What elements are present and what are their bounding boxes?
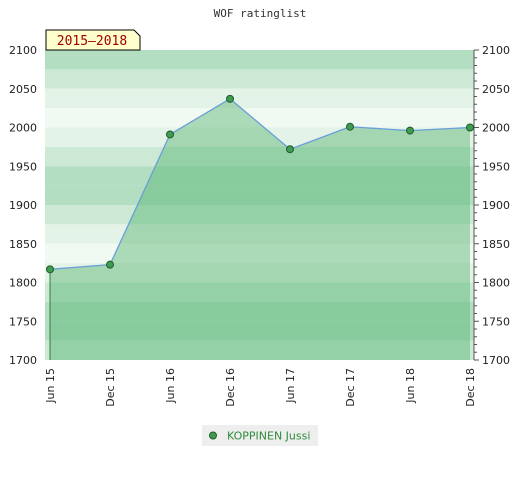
x-tick-label: Jun 17 xyxy=(284,368,297,404)
y-tick-label: 2000 xyxy=(482,122,510,135)
y-tick-label: 1950 xyxy=(9,160,37,173)
data-point xyxy=(406,126,414,135)
x-tick-label: Dec 18 xyxy=(464,368,477,407)
plot-band xyxy=(45,166,474,186)
y-tick-label: 1850 xyxy=(482,238,510,251)
period-badge: 2015–2018 xyxy=(45,29,141,51)
y-tick-label: 2100 xyxy=(482,44,510,57)
y-tick-label: 1850 xyxy=(9,238,37,251)
plot-band xyxy=(45,243,474,264)
y-tick-label: 2000 xyxy=(9,122,37,135)
y-tick-label: 2050 xyxy=(9,83,37,96)
x-axis-labels: Jun 15 Dec 15 Jun 16 Dec 16 Jun 17 Dec 17 Jun … xyxy=(44,368,477,407)
data-point xyxy=(286,145,294,154)
plot-band xyxy=(45,340,474,360)
y-tick-label: 1800 xyxy=(9,277,37,290)
x-tick-label: Jun 18 xyxy=(404,368,417,404)
y-tick-label: 1900 xyxy=(9,199,37,212)
plot-band xyxy=(45,50,474,70)
chart-title: WOF ratinglist xyxy=(214,7,307,20)
data-point xyxy=(226,94,234,103)
axes xyxy=(473,49,479,361)
series-line xyxy=(49,98,471,270)
series-area-fill xyxy=(50,98,470,360)
x-tick-label: Jun 16 xyxy=(164,368,177,404)
y-tick-label: 2050 xyxy=(482,83,510,96)
legend-marker xyxy=(209,431,217,440)
plot-band xyxy=(45,69,474,89)
plot-band xyxy=(45,301,474,322)
plot-band xyxy=(45,185,474,205)
period-badge-box xyxy=(45,29,141,51)
x-tick-label: Dec 15 xyxy=(104,368,117,407)
legend-series-label: KOPPINEN Jussi xyxy=(227,430,310,443)
data-point xyxy=(46,265,54,274)
plot-band xyxy=(45,108,474,128)
x-tick-label: Dec 17 xyxy=(344,368,357,407)
y-tick-label: 1700 xyxy=(9,354,37,367)
x-tick-label: Dec 16 xyxy=(224,368,237,407)
plot-band xyxy=(45,146,474,167)
y-axis-right-labels: 1700 1750 1800 1850 1900 1950 2000 2050 2100 xyxy=(482,44,510,367)
plot-band xyxy=(45,321,474,341)
y-tick-label: 1900 xyxy=(482,199,510,212)
legend-box xyxy=(202,425,318,446)
plot-band xyxy=(45,205,474,225)
data-point xyxy=(466,123,474,132)
plot-band xyxy=(45,127,474,147)
period-badge-text: 2015–2018 xyxy=(57,34,127,49)
plot-band xyxy=(45,282,474,302)
y-tick-label: 1800 xyxy=(482,277,510,290)
plot-band xyxy=(45,224,474,244)
y-tick-label: 1950 xyxy=(482,160,510,173)
plot-background-bands xyxy=(45,50,474,360)
series-area xyxy=(49,98,471,360)
plot-band xyxy=(45,88,474,109)
y-tick-label: 1750 xyxy=(9,315,37,328)
data-point xyxy=(166,130,174,139)
x-tick-label: Jun 15 xyxy=(44,368,57,404)
y-axis-left-labels: 1700 1750 1800 1850 1900 1950 2000 2050 2100 xyxy=(9,44,37,367)
plot-band xyxy=(45,263,474,283)
data-point xyxy=(106,260,114,269)
y-tick-label: 2100 xyxy=(9,44,37,57)
legend: KOPPINEN Jussi xyxy=(202,425,318,446)
data-point xyxy=(346,122,354,131)
series-markers xyxy=(46,94,474,274)
y-tick-label: 1700 xyxy=(482,354,510,367)
y-tick-label: 1750 xyxy=(482,315,510,328)
